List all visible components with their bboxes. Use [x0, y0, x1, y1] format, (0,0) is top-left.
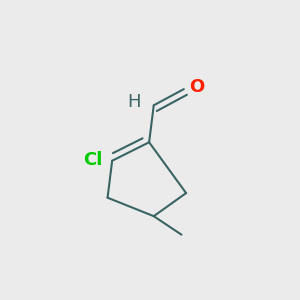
Text: O: O: [189, 78, 204, 96]
Text: H: H: [128, 93, 141, 111]
Text: Cl: Cl: [83, 151, 102, 169]
